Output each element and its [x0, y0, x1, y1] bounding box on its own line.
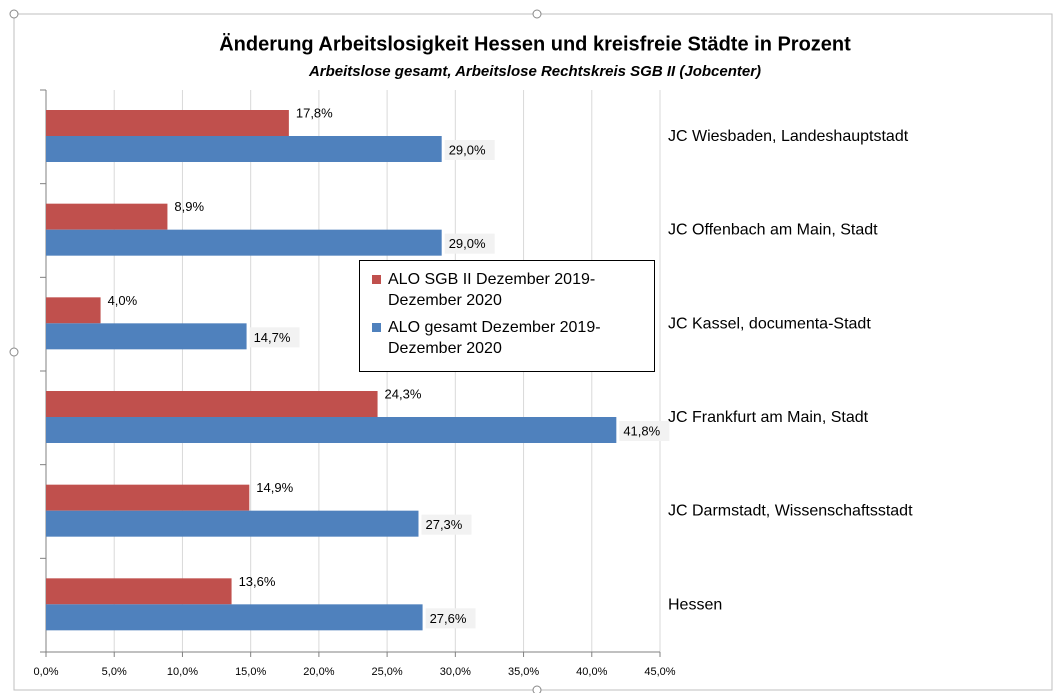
bar	[46, 417, 617, 443]
value-label-bg	[444, 233, 495, 254]
value-label-bg	[425, 608, 476, 629]
x-tick-label: 5,0%	[102, 666, 127, 678]
handle	[532, 685, 542, 693]
category-label: JC Offenbach am Main, Stadt	[668, 222, 878, 239]
x-tick-label: 10,0%	[167, 666, 198, 678]
x-tick-label: 20,0%	[303, 666, 334, 678]
value-label: 17,8%	[296, 105, 333, 120]
legend-swatch	[372, 275, 381, 284]
chart-subtitle: Arbeitslose gesamt, Arbeitslose Rechtskr…	[308, 63, 761, 80]
bar	[46, 203, 168, 230]
x-tick-label: 25,0%	[372, 666, 403, 678]
value-label: 27,3%	[425, 517, 462, 532]
bar	[46, 510, 419, 537]
x-tick-label: 15,0%	[235, 666, 266, 678]
category-label: JC Darmstadt, Wissenschaftsstadt	[668, 503, 913, 520]
chart-title: Änderung Arbeitslosigkeit Hessen und kre…	[219, 32, 851, 55]
bar	[46, 578, 232, 605]
value-label: 29,0%	[449, 236, 486, 251]
category-label: Hessen	[668, 596, 722, 613]
x-tick-label: 45,0%	[644, 666, 675, 678]
bar	[46, 297, 101, 324]
handle	[9, 9, 19, 19]
value-label: 27,6%	[430, 611, 467, 626]
value-label-bg	[619, 421, 670, 441]
value-label: 14,9%	[256, 480, 293, 495]
bar	[46, 136, 442, 162]
value-label: 24,3%	[385, 386, 422, 401]
x-tick-label: 30,0%	[440, 666, 471, 678]
bar	[46, 604, 423, 631]
value-label: 14,7%	[254, 330, 291, 345]
legend-entry: ALO SGB II Dezember 2019-Dezember 2020	[372, 269, 642, 311]
value-label: 8,9%	[174, 199, 204, 214]
handle	[9, 347, 19, 357]
legend-swatch	[372, 323, 381, 332]
bar	[46, 110, 289, 136]
bar	[46, 229, 442, 256]
category-label: JC Wiesbaden, Landeshauptstadt	[668, 128, 909, 145]
legend-label: ALO SGB II Dezember 2019-Dezember 2020	[388, 271, 596, 309]
value-label-bg	[444, 140, 495, 160]
x-tick-label: 35,0%	[508, 666, 539, 678]
category-label: JC Frankfurt am Main, Stadt	[668, 409, 869, 426]
bar	[46, 391, 378, 417]
value-label-bg	[249, 327, 300, 348]
handle	[532, 9, 542, 19]
bar	[46, 484, 250, 511]
value-label-bg	[421, 514, 472, 535]
legend-label: ALO gesamt Dezember 2019-Dezember 2020	[388, 319, 601, 357]
x-tick-label: 40,0%	[576, 666, 607, 678]
legend: ALO SGB II Dezember 2019-Dezember 2020 AL…	[359, 260, 655, 372]
value-label: 41,8%	[623, 423, 660, 438]
value-label: 4,0%	[108, 293, 138, 308]
value-label: 13,6%	[239, 574, 276, 589]
x-tick-label: 0,0%	[33, 666, 58, 678]
value-label: 29,0%	[449, 142, 486, 157]
bar	[46, 323, 247, 350]
category-label: JC Kassel, documenta-Stadt	[668, 315, 871, 332]
legend-entry: ALO gesamt Dezember 2019-Dezember 2020	[372, 317, 642, 359]
